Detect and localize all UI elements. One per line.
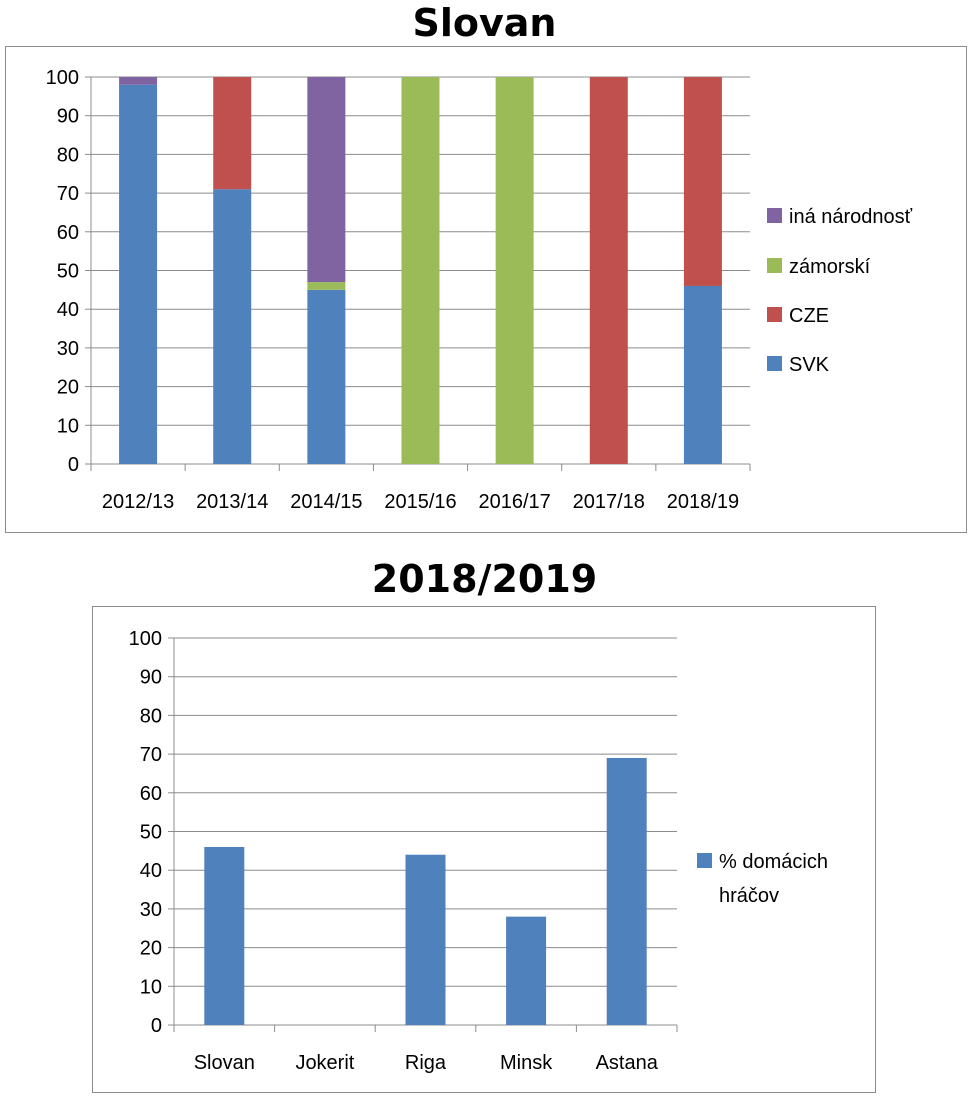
x-tick-label-riga: Riga [405,1052,447,1074]
domaci-y-tick-label: 20 [140,938,162,960]
slovan-y-tick-label: 50 [57,261,79,283]
x-tick-label-2015-16: 2015/16 [384,491,456,513]
domaci-y-tick-label: 40 [140,860,162,882]
bar-segment-cze-2013-14 [213,77,252,190]
chart-title-slovan: Slovan [412,1,557,45]
x-tick-label-astana: Astana [596,1052,659,1074]
x-tick-label-minsk: Minsk [500,1052,553,1074]
legend-label-line: % domácich [719,851,828,873]
domaci-y-tick-label: 90 [140,667,162,689]
x-tick-label-2012-13: 2012/13 [102,491,174,513]
x-tick-label-jokerit: Jokerit [295,1052,354,1074]
slovan-y-tick-label: 80 [57,144,79,166]
bar-segment-cze-2017-18 [589,77,628,464]
legend-label-1: zámorskí [789,256,871,278]
bar-segment-cze-2018-19 [683,77,722,286]
slovan-y-tick-label: 100 [46,67,79,89]
slovan-y-tick-label: 60 [57,222,79,244]
slovan-y-tick-label: 0 [68,454,79,476]
domaci-y-tick-label: 30 [140,899,162,921]
domaci-y-tick-label: 100 [129,628,162,650]
bar-segment-in-n-rodnos--2012-13 [119,77,158,85]
chart-title-2018-2019: 2018/2019 [371,557,598,601]
x-tick-label-2017-18: 2017/18 [573,491,645,513]
legend-swatch-2 [767,307,782,322]
bar-segment-in-n-rodnos--2014-15 [307,77,346,283]
legend-label-0: iná národnosť [789,206,913,228]
legend-label-line: hráčov [719,885,779,907]
bar-segment-z-morsk--2016-17 [495,77,534,464]
x-tick-label-2018-19: 2018/19 [667,491,739,513]
legend-label-3: SVK [789,354,830,376]
bar-segment-svk-2012-13 [119,84,158,465]
x-tick-label-slovan: Slovan [194,1052,255,1074]
legend-swatch-domaci [697,853,712,868]
stacked-bar-chart-slovan: 0 10 20 30 40 50 60 70 80 90 100 2012/13 2013/14 2014… [46,67,913,513]
slovan-y-tick-label: 30 [57,338,79,360]
bar-segment-z-morsk--2015-16 [401,77,440,464]
slovan-y-tick-label: 40 [57,299,79,321]
bar-slovan [204,846,245,1025]
domaci-y-tick-label: 0 [151,1015,162,1037]
slovan-y-tick-label: 90 [57,106,79,128]
legend-label-2: CZE [789,305,829,327]
bar-segment-z-morsk--2014-15 [307,282,346,290]
bar-segment-svk-2014-15 [307,289,346,464]
domaci-y-tick-label: 70 [140,744,162,766]
bar-minsk [506,916,547,1025]
x-tick-label-2014-15: 2014/15 [290,491,362,513]
domaci-y-tick-label: 60 [140,783,162,805]
legend-swatch-1 [767,258,782,273]
bar-riga [405,854,446,1025]
slovan-y-tick-label: 20 [57,377,79,399]
chart-area-slovan [5,46,967,533]
bar-astana [606,757,647,1025]
slovan-y-tick-label: 70 [57,183,79,205]
x-tick-label-2013-14: 2013/14 [196,491,268,513]
x-tick-label-2016-17: 2016/17 [478,491,550,513]
legend-swatch-0 [767,208,782,223]
domaci-y-tick-label: 50 [140,822,162,844]
slovan-y-tick-label: 10 [57,415,79,437]
bar-segment-svk-2018-19 [683,285,722,464]
domaci-y-tick-label: 80 [140,705,162,727]
legend-swatch-3 [767,356,782,371]
bar-segment-svk-2013-14 [213,189,252,465]
domaci-y-tick-label: 10 [140,976,162,998]
